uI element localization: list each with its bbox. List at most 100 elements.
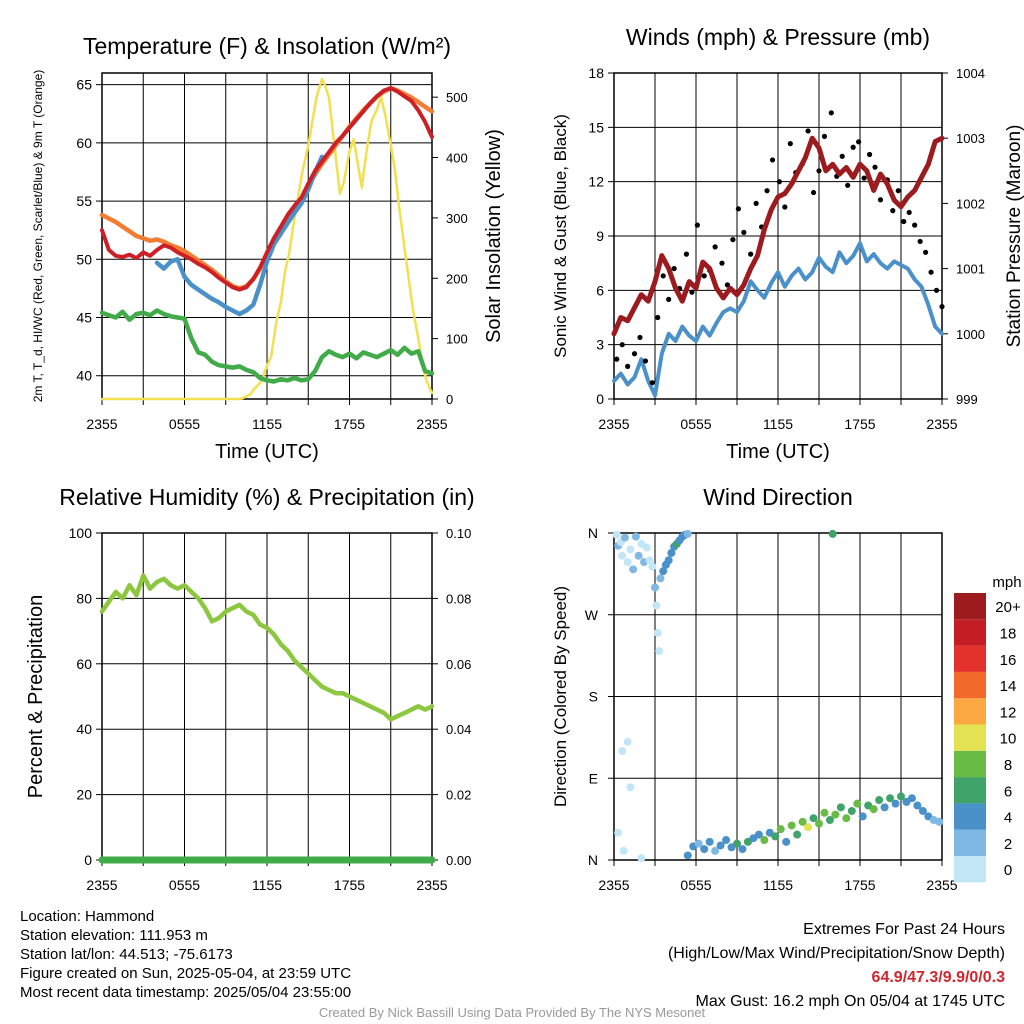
station-elevation: Station elevation: 111.953 m	[20, 927, 208, 944]
y-tick-label: 100	[69, 525, 93, 541]
direction-point	[716, 841, 725, 850]
extremes-values: 64.9/47.3/9.9/0/0.3	[871, 969, 1005, 986]
direction-point	[700, 845, 709, 854]
y-axis-label: Sonic Wind & Gust (Blue, Black)	[551, 114, 570, 358]
direction-point	[683, 529, 692, 538]
gust-point	[614, 356, 620, 362]
x-tick-label: 1755	[844, 416, 875, 432]
direction-point	[886, 794, 895, 803]
colorbar-swatch	[954, 698, 986, 725]
gust-point	[850, 144, 856, 150]
y-tick-label: 50	[76, 251, 92, 267]
y-tick-label: N	[588, 525, 598, 541]
series-dewpoint-line	[99, 308, 435, 384]
colorbar-label: 6	[1004, 783, 1012, 800]
direction-point	[831, 810, 840, 819]
colorbar-label: 12	[1000, 704, 1017, 721]
gust-point	[719, 260, 725, 266]
series-heat-index-line	[154, 154, 325, 317]
y-tick-label: 40	[76, 721, 92, 737]
y2-tick-label: 1001	[956, 262, 985, 277]
colorbar-label: 14	[1000, 678, 1017, 695]
y2-tick-label: 0.00	[446, 853, 471, 868]
chart-title: Temperature (F) & Insolation (W/m²)	[83, 33, 451, 59]
gust-point	[923, 249, 929, 255]
x-tick-label: 0555	[680, 416, 711, 432]
gust-point	[928, 269, 934, 275]
colorbar-label: 8	[1004, 757, 1012, 774]
direction-point	[626, 783, 635, 792]
direction-point	[820, 808, 829, 817]
direction-point	[793, 830, 802, 839]
series-humidity-line	[99, 573, 435, 722]
direction-point	[614, 828, 623, 837]
gust-point	[625, 363, 631, 369]
gust-point	[839, 153, 845, 159]
y2-tick-label: 1003	[956, 131, 985, 146]
gust-point	[683, 251, 690, 257]
y-tick-label: 12	[588, 174, 604, 190]
station-location: Location: Hammond	[20, 908, 155, 925]
y-tick-label: 55	[76, 193, 92, 209]
gust-point	[912, 222, 918, 228]
direction-point	[656, 574, 665, 583]
y-tick-label: 0	[84, 852, 92, 868]
figure-created: Figure created on Sun, 2025-05-04, at 23…	[20, 965, 352, 982]
y2-tick-label: 0.08	[446, 591, 471, 606]
direction-point	[683, 851, 692, 860]
gust-point	[872, 164, 878, 170]
colorbar-swatch	[954, 829, 986, 856]
colorbar-label: 20+	[995, 599, 1021, 616]
direction-point	[733, 839, 741, 848]
direction-point	[858, 812, 867, 821]
colorbar-label: 2	[1004, 836, 1012, 853]
y2-tick-label: 0.10	[446, 526, 471, 541]
gust-point	[694, 222, 700, 228]
x-tick-label: 0555	[680, 877, 711, 893]
direction-point	[652, 601, 661, 610]
direction-point	[880, 803, 889, 812]
y-tick-label: 18	[588, 65, 604, 81]
y2-axis-label: Station Pressure (Maroon)	[1004, 125, 1024, 348]
colorbar-swatch	[954, 750, 986, 778]
direction-point	[655, 647, 664, 656]
direction-point	[875, 796, 884, 805]
gust-point	[741, 229, 747, 235]
y-tick-label: 80	[76, 590, 92, 606]
y2-axis-label: Solar Insolation (Yellow)	[483, 129, 505, 343]
extremes-title: Extremes For Past 24 Hours	[803, 921, 1005, 938]
y2-tick-label: 0.02	[446, 788, 471, 803]
x-tick-label: 1755	[334, 877, 365, 893]
y-tick-label: 9	[596, 228, 604, 244]
y-tick-label: 60	[76, 135, 92, 151]
y2-tick-label: 0.04	[446, 722, 471, 737]
direction-point	[694, 839, 703, 848]
direction-point	[738, 845, 747, 854]
y-axis-label: 2m T, T_d, HI/WC (Red, Green, Scarlet/Bl…	[31, 70, 45, 403]
recent-timestamp: Most recent data timestamp: 2025/05/04 2…	[20, 984, 352, 1001]
direction-point	[787, 821, 796, 830]
direction-point	[891, 799, 900, 808]
station-latlon: Station lat/lon: 44.513; -75.6173	[20, 946, 233, 963]
direction-point	[648, 562, 657, 571]
y2-tick-label: 999	[956, 392, 978, 407]
gust-point	[642, 358, 649, 364]
gust-point	[753, 200, 759, 206]
direction-point	[612, 530, 621, 539]
direction-point	[722, 836, 731, 845]
gust-point	[660, 273, 666, 279]
direction-point	[637, 854, 646, 863]
y2-tick-label: 400	[446, 151, 468, 166]
gust-point	[764, 188, 770, 194]
gust-point	[782, 204, 788, 210]
direction-point	[629, 565, 638, 574]
series-pressure-line	[611, 135, 945, 337]
direction-point	[809, 814, 818, 823]
direction-point	[659, 567, 668, 576]
y-tick-label: 6	[596, 282, 604, 298]
direction-point	[760, 836, 769, 845]
direction-point	[711, 846, 720, 855]
direction-point	[847, 806, 856, 815]
gust-point	[776, 179, 782, 185]
